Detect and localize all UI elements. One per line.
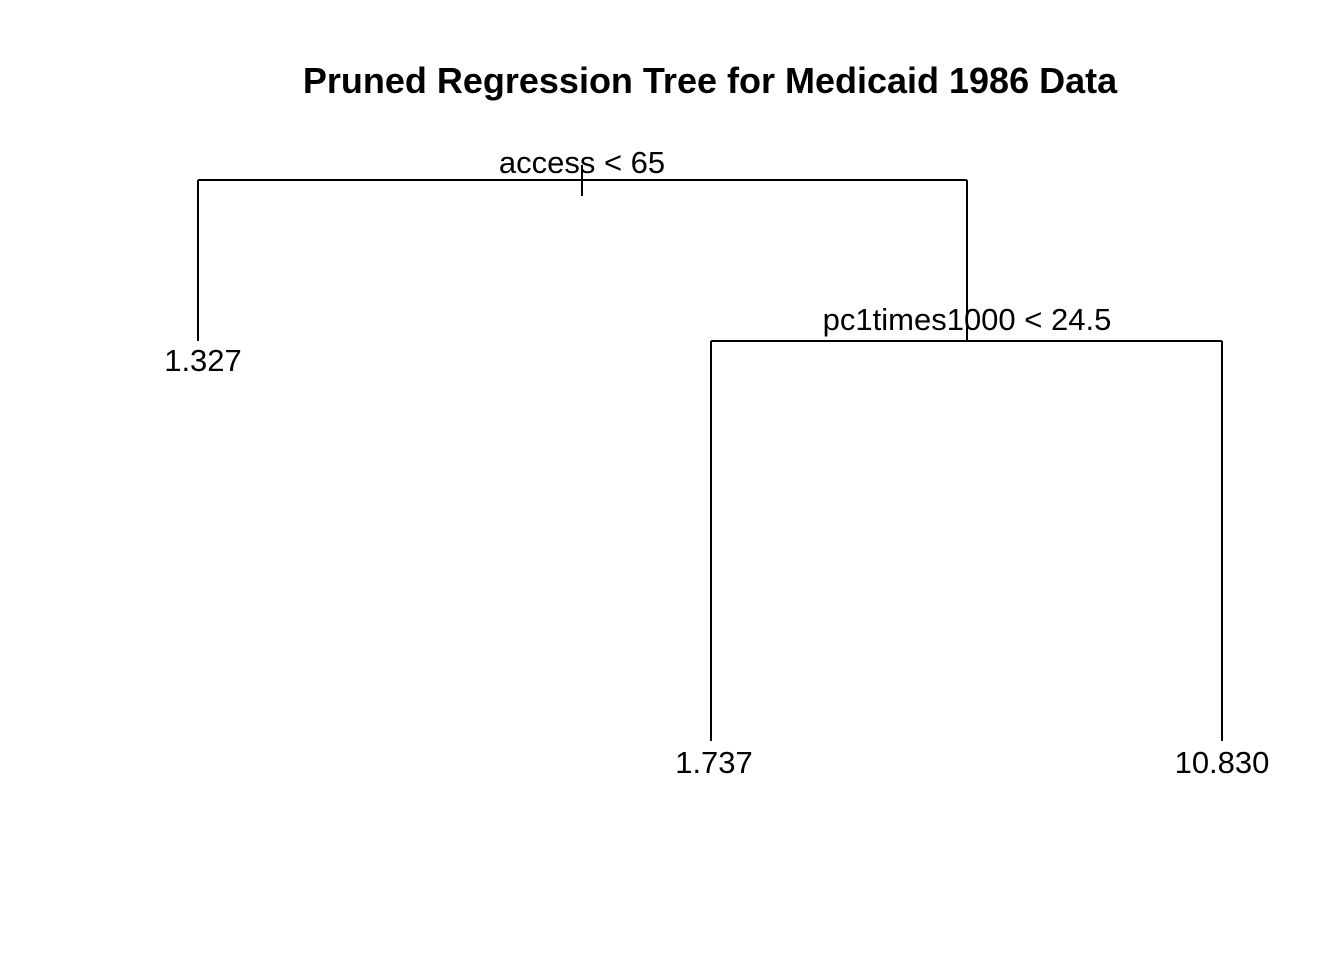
root-split-node: access < 65	[197, 145, 968, 341]
leaf-middle-value: 1.737	[675, 745, 753, 780]
right-split-label: pc1times1000 < 24.5	[823, 302, 1112, 337]
leaf-right-value: 10.830	[1175, 745, 1270, 780]
root-split-label: access < 65	[499, 145, 665, 180]
leaf-left-value: 1.327	[164, 343, 242, 378]
diagram-title: Pruned Regression Tree for Medicaid 1986…	[303, 60, 1118, 101]
right-split-node: pc1times1000 < 24.5	[710, 302, 1223, 741]
